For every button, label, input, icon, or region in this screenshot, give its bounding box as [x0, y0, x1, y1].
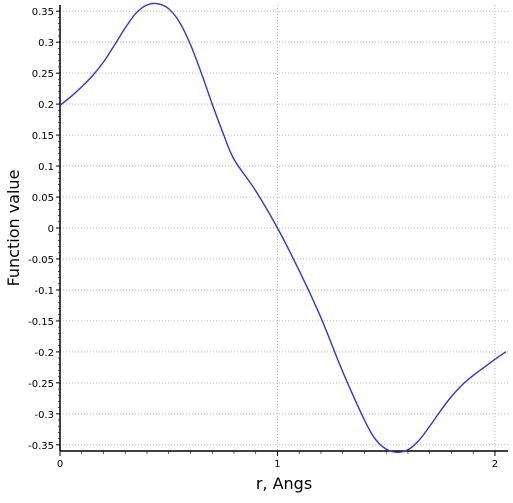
y-tick-label: 0.2 [38, 100, 54, 111]
y-tick-label: 0.1 [38, 162, 54, 173]
y-tick-label: -0.15 [28, 317, 54, 328]
x-tick-label: 0 [57, 459, 63, 470]
y-tick-label: 0.15 [32, 131, 54, 142]
y-tick-label: -0.35 [28, 441, 54, 452]
y-tick-label: 0 [48, 224, 54, 235]
y-tick-label: 0.25 [32, 69, 54, 80]
x-tick-label: 1 [274, 459, 280, 470]
y-tick-label: -0.1 [34, 286, 54, 297]
x-tick-labels: 0 1 2 [57, 459, 498, 470]
series-group [59, 2, 507, 453]
series-line-0 [59, 2, 507, 453]
tick-marks [56, 10, 496, 456]
y-tick-label: 0.3 [38, 38, 54, 49]
x-axis-title: r, Angs [256, 474, 312, 493]
y-tick-label: 0.05 [32, 193, 54, 204]
y-tick-labels: 0.35 0.3 0.25 0.2 0.15 0.1 0.05 0 -0.05 -0.1 -0.15… [28, 7, 54, 452]
y-tick-label: -0.05 [28, 255, 54, 266]
y-tick-label: 0.35 [32, 7, 54, 18]
y-axis-title: Function value [4, 170, 23, 287]
plot-area [60, 5, 508, 451]
y-tick-label: -0.25 [28, 379, 54, 390]
y-tick-label: -0.2 [34, 348, 54, 359]
x-tick-label: 2 [492, 459, 498, 470]
y-tick-label: -0.3 [34, 410, 54, 421]
